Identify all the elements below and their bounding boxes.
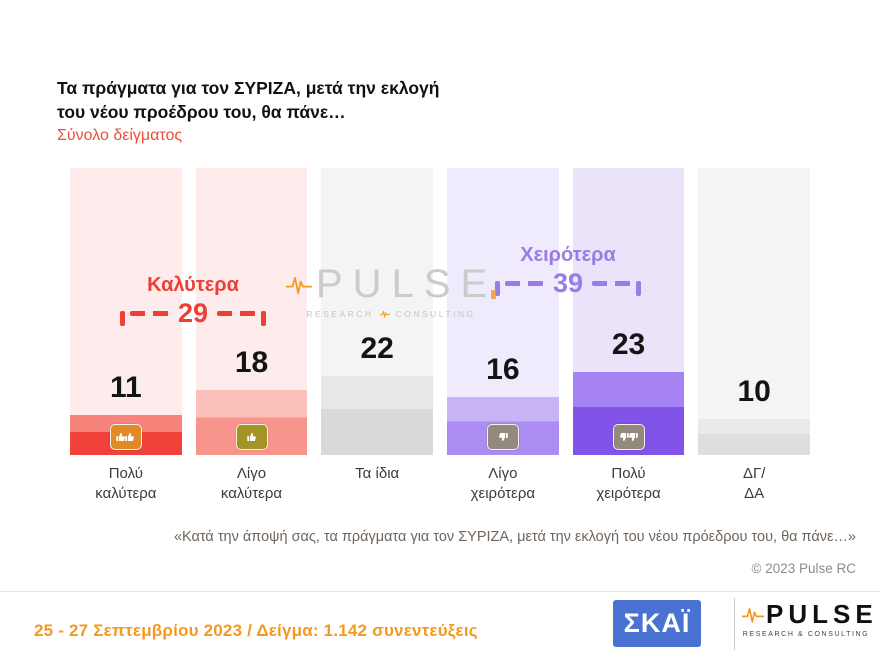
bar-column-little-worse: 16 (447, 168, 559, 455)
bracket-line: 39 (495, 268, 642, 299)
page-title: Τα πράγματα για τον ΣΥΡΙΖΑ, μετά την εκλ… (57, 76, 439, 124)
category-label: Λίγο καλύτερα (220, 465, 283, 502)
group-bracket-better: Καλύτερα 29 (120, 274, 267, 329)
bracket-tick-left (495, 281, 500, 296)
fieldwork-date: 25 - 27 Σεπτεμβρίου 2023 / Δείγμα: 1.142… (34, 621, 478, 640)
pulse-logo: PULSE RESEARCH & CONSULTING (742, 599, 873, 638)
bar-value: 11 (109, 371, 142, 405)
group-label: Καλύτερα (147, 274, 239, 296)
bar (321, 375, 434, 455)
sample-subtitle: Σύνολο δείγματος (57, 127, 183, 144)
bracket-dash (592, 281, 632, 286)
bar-value: 22 (360, 331, 394, 365)
category-label: Λίγο χειρότερα (470, 465, 536, 502)
bracket-dash (505, 281, 544, 286)
pulse-waveform-icon (742, 602, 764, 628)
bar-column-dont-know: 10 (698, 168, 811, 455)
group-value: 29 (177, 298, 209, 328)
bracket-dash (217, 311, 257, 316)
survey-question-quote: «Κατά την άποψή σας, τα πράγματα για τον… (173, 529, 856, 545)
thumb-down-icon (486, 424, 519, 450)
thumbs-up-double-icon (109, 424, 142, 450)
group-value: 39 (552, 268, 584, 298)
group-bracket-worse: Χειρότερα 39 (495, 244, 642, 299)
thumbs-down-double-icon (612, 424, 645, 450)
bracket-dash (130, 311, 169, 316)
logo-separator (734, 598, 735, 650)
bar-value: 23 (611, 328, 646, 362)
bar-chart: 11 18 22 16 23 (70, 168, 811, 455)
bracket-tick-right (261, 311, 267, 326)
bracket-tick-right (636, 281, 642, 296)
category-label: Πολύ καλύτερα (95, 465, 157, 502)
bracket-tick-left (120, 311, 125, 326)
thumb-up-icon (235, 424, 268, 450)
group-label: Χειρότερα (520, 244, 616, 266)
bar-column-much-worse: 23 (572, 168, 685, 455)
category-label: ΔΓ/ ΔΑ (742, 465, 766, 502)
footer-divider (0, 591, 880, 592)
category-label: Πολύ χειρότερα (596, 465, 661, 502)
title-line-1: Τα πράγματα για τον ΣΥΡΙΖΑ, μετά την εκλ… (57, 78, 440, 98)
bar-value: 16 (486, 353, 520, 387)
bar-value: 10 (737, 375, 771, 408)
skai-logo: ΣΚΑΪ (613, 600, 701, 647)
pulse-tagline: RESEARCH & CONSULTING (742, 631, 870, 638)
bar-value: 18 (234, 346, 269, 380)
title-line-2: του νέου προέδρου του, θα πάνε… (57, 102, 346, 122)
category-labels: Πολύ καλύτερα Λίγο καλύτερα Τα ίδια Λίγο… (70, 464, 810, 504)
bar-column-same: 22 (321, 168, 434, 455)
bracket-line: 29 (120, 298, 267, 329)
pulse-brand-text: PULSE (766, 599, 878, 629)
bar (698, 419, 811, 455)
copyright-text: © 2023 Pulse RC (751, 561, 857, 576)
category-label: Τα ίδια (355, 465, 400, 482)
